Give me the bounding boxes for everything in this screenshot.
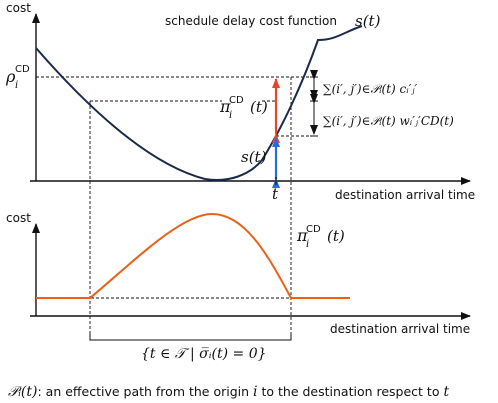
bottom-y-axis-label: cost — [6, 211, 31, 225]
sum-wait-label: ∑(i′, j′)∈𝒫ᵢ(t) wᵢ′ⱼ′CD(t) — [323, 114, 454, 128]
pi-bottom-label: π CD i (t) — [296, 224, 345, 250]
sum-cost-label: ∑(i′, j′)∈𝒫ᵢ(t) cᵢ′ⱼ′ — [323, 82, 418, 96]
bottom-panel: cost destination arrival time π CD i (t)… — [6, 211, 471, 362]
top-panel: cost destination arrival time schedule d… — [5, 1, 475, 340]
pi-bottom-arg: (t) — [327, 227, 345, 245]
s-label: s(t) — [241, 148, 267, 166]
t-label: t — [272, 185, 279, 203]
pi-bottom-sup: CD — [306, 224, 321, 235]
bottom-x-axis-label: destination arrival time — [330, 322, 470, 336]
pi-cd-curve — [36, 212, 350, 299]
pi-top-sup: CD — [229, 95, 244, 106]
pi-top-symbol: π — [219, 97, 231, 116]
rho-symbol: ρ — [5, 67, 16, 86]
rho-sup: CD — [15, 64, 30, 75]
set-bracket — [89, 333, 292, 341]
curve-title: schedule delay cost function — [165, 14, 337, 28]
caption-origin: i — [253, 384, 257, 400]
caption: 𝒫ᵢ(t): an effective path from the origin… — [8, 384, 449, 400]
caption-t: t — [443, 384, 449, 400]
caption-text2: to the destination respect to — [258, 384, 444, 399]
set-label: {t ∈ 𝒯 | σ̅ᵢ(t) = 0} — [141, 346, 267, 362]
caption-text: : an effective path from the origin — [37, 384, 253, 399]
top-y-axis-label: cost — [6, 1, 31, 15]
pi-bottom-sub: i — [306, 239, 309, 250]
pi-top-sub: i — [229, 110, 232, 121]
schedule-delay-curve — [35, 25, 363, 181]
top-x-axis-label: destination arrival time — [335, 188, 475, 202]
rho-sub: i — [15, 80, 18, 91]
caption-symbol: 𝒫ᵢ(t) — [8, 384, 37, 400]
pi-bottom-symbol: π — [296, 226, 308, 245]
pi-top-arg: (t) — [250, 98, 268, 116]
rho-label: ρ CD i — [5, 64, 30, 91]
curve-symbol: s(t) — [355, 12, 381, 30]
pi-top-label: π CD i (t) — [219, 95, 268, 121]
